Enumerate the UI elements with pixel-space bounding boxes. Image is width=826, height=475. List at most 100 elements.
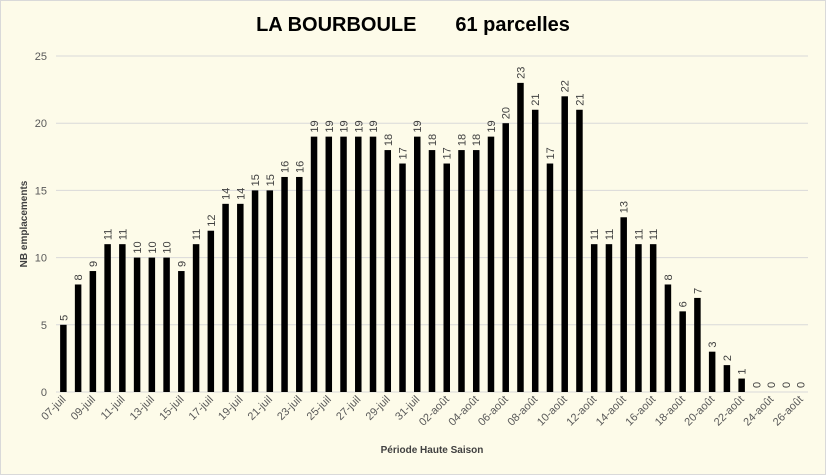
data-label: 11 [633,229,645,240]
data-label: 19 [309,120,321,132]
bar [531,109,539,392]
bar [679,311,686,392]
x-tick-label: 26-août [771,394,806,429]
data-label: 11 [103,229,115,240]
data-label: 14 [221,188,233,200]
x-tick-label: 27-juil [334,394,363,423]
data-label: 22 [560,80,572,92]
data-label: 9 [176,261,188,267]
bar [251,190,259,392]
x-tick-label: 13-juil [128,394,157,423]
x-tick-label: 24-août [741,394,776,429]
bar [74,284,82,392]
data-label: 11 [604,229,616,240]
bar [369,136,377,392]
data-label: 5 [58,315,70,321]
data-label: 6 [678,301,690,307]
bar [207,230,215,392]
data-label: 19 [412,120,424,132]
data-label: 18 [471,134,483,146]
bar [60,324,67,392]
x-tick-label: 12-août [564,394,599,429]
bar [664,284,672,392]
x-tick-label: 02-août [417,394,452,429]
x-tick-label: 11-juil [99,394,128,423]
data-label: 15 [265,174,277,186]
y-tick-label: 15 [35,185,47,197]
bar [325,136,333,392]
data-label: 18 [456,134,468,146]
data-label: 1 [737,368,749,374]
bar [590,244,598,392]
bar [266,190,274,392]
data-label: 2 [722,355,734,361]
x-tick-label: 14-août [594,394,629,429]
data-label: 16 [294,161,306,173]
data-label: 17 [545,147,557,159]
bar [237,203,244,392]
x-tick-label: 20-août [682,394,717,429]
bar [561,96,568,392]
bar [281,176,288,392]
bar [472,150,480,392]
data-label: 0 [781,382,793,388]
bar [133,257,141,392]
bar [119,244,126,392]
data-label: 11 [117,229,129,240]
bar [546,163,554,392]
x-tick-label: 08-août [505,394,540,429]
bar [178,271,185,392]
data-label: 11 [589,229,601,240]
bar [443,163,450,392]
chart-title: LA BOURBOULE 61 parcelles [0,14,826,37]
data-label: 19 [339,120,351,132]
bar [576,109,583,392]
x-tick-label: 19-juil [216,394,245,423]
data-label: 10 [162,241,174,253]
data-label: 16 [280,161,292,173]
data-label: 13 [619,201,631,213]
x-axis-title: Période Haute Saison [381,445,484,456]
bar [708,351,716,392]
data-label: 18 [427,134,439,146]
x-tick-label: 18-août [653,394,688,429]
y-tick-label: 5 [41,320,47,332]
chart-title-count: 61 parcelles [455,14,570,36]
bar [723,365,731,392]
data-label: 21 [574,94,586,106]
bar [458,150,465,392]
bar [605,244,613,392]
y-tick-label: 25 [35,51,47,63]
data-label: 0 [766,382,778,388]
data-label: 17 [398,147,410,159]
bar [310,136,318,392]
y-tick-label: 20 [35,118,47,130]
bar [428,150,436,392]
data-label: 17 [442,147,454,159]
y-tick-label: 10 [35,253,47,265]
data-label: 23 [515,67,527,79]
data-label: 3 [707,342,719,348]
data-label: 19 [353,120,365,132]
data-label: 7 [692,288,704,294]
x-tick-label: 17-juil [187,394,216,423]
data-label: 19 [486,120,498,132]
data-label: 11 [191,229,203,240]
data-label: 8 [663,274,675,280]
x-tick-label: 06-août [476,394,511,429]
bar [694,297,701,392]
chart-title-location: LA BOURBOULE [256,14,417,36]
bar [517,82,524,392]
bar [355,136,362,392]
bar [620,217,627,392]
data-label: 20 [501,107,513,119]
bar [635,244,642,392]
data-label: 12 [206,214,218,226]
bar [502,123,509,392]
data-label: 21 [530,94,542,106]
bar [340,136,347,392]
bar [89,271,97,392]
x-tick-label: 22-août [712,394,747,429]
